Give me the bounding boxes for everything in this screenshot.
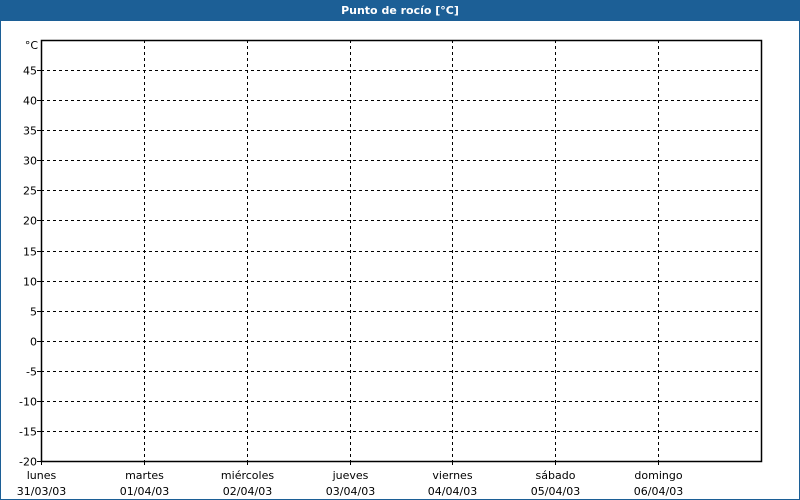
- y-tick-label: 30: [23, 155, 37, 168]
- x-tick-date: 06/04/03: [634, 485, 683, 498]
- x-tick-date: 04/04/03: [428, 485, 477, 498]
- y-tick-label: -20: [19, 456, 37, 469]
- y-tick-label: 40: [23, 95, 37, 108]
- y-tick-label: 35: [23, 125, 37, 138]
- x-tick-day: sábado: [536, 469, 576, 482]
- y-tick-label: 10: [23, 276, 37, 289]
- x-tick-date: 05/04/03: [531, 485, 580, 498]
- y-tick-label: 25: [23, 185, 37, 198]
- x-tick-day: viernes: [432, 469, 472, 482]
- x-tick-date: 31/03/03: [17, 485, 66, 498]
- x-tick-day: lunes: [27, 469, 57, 482]
- y-tick-label: 45: [23, 65, 37, 78]
- x-tick-day: miércoles: [221, 469, 274, 482]
- x-tick-date: 01/04/03: [120, 485, 169, 498]
- y-tick-label: 15: [23, 246, 37, 259]
- y-axis-unit: °C: [25, 39, 39, 52]
- x-tick-day: domingo: [634, 469, 682, 482]
- y-tick-label: 20: [23, 215, 37, 228]
- y-tick-label: -15: [19, 426, 37, 439]
- y-tick-label: 5: [30, 306, 37, 319]
- x-tick-date: 03/04/03: [326, 485, 375, 498]
- y-tick-label: 0: [30, 336, 37, 349]
- chart-title: Punto de rocío [°C]: [0, 0, 800, 21]
- x-tick-date: 02/04/03: [223, 485, 272, 498]
- x-tick-day: martes: [125, 469, 164, 482]
- x-tick-day: jueves: [332, 469, 369, 482]
- plot-area: [40, 39, 763, 463]
- y-tick-label: -10: [19, 396, 37, 409]
- y-tick-label: -5: [26, 366, 37, 379]
